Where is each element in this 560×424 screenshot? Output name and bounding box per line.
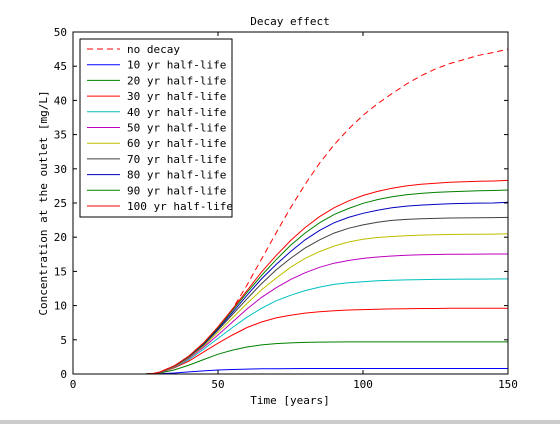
y-tick-label: 5 xyxy=(60,334,67,347)
series-line-no-decay xyxy=(73,48,509,375)
x-tick-label: 0 xyxy=(70,378,77,391)
y-tick-label: 50 xyxy=(54,26,67,39)
y-tick-label: 10 xyxy=(54,300,67,313)
x-axis: 0 50 100 150 xyxy=(70,32,518,391)
y-axis-label: Concentration at the outlet [mg/L] xyxy=(37,90,50,315)
legend-label-60-yr-half-life: 60 yr half-life xyxy=(127,137,226,150)
y-tick-label: 45 xyxy=(54,60,67,73)
legend-label-100-yr-half-life: 100 yr half-life xyxy=(127,200,233,213)
legend-label-30-yr-half-life: 30 yr half-life xyxy=(127,90,226,103)
series-line-100-yr-half-life xyxy=(73,179,509,375)
legend-label-40-yr-half-life: 40 yr half-life xyxy=(127,106,226,119)
legend-label-70-yr-half-life: 70 yr half-life xyxy=(127,153,226,166)
y-axis: 0 5 10 15 20 25 30 35 40 45 50 xyxy=(54,26,508,381)
y-tick-label: 0 xyxy=(60,368,67,381)
x-tick-label: 50 xyxy=(211,378,224,391)
legend-label-10-yr-half-life: 10 yr half-life xyxy=(127,59,226,72)
y-tick-label: 35 xyxy=(54,129,67,142)
y-tick-label: 30 xyxy=(54,163,67,176)
legend-label-50-yr-half-life: 50 yr half-life xyxy=(127,122,226,135)
legend-label-80-yr-half-life: 80 yr half-life xyxy=(127,169,226,182)
y-tick-label: 15 xyxy=(54,265,67,278)
legend: no decay 10 yr half-life 20 yr half-life 30… xyxy=(79,38,233,218)
chart-title: Decay effect xyxy=(250,15,329,28)
series-layer xyxy=(73,48,509,375)
y-tick-label: 20 xyxy=(54,231,67,244)
y-tick-label: 40 xyxy=(54,94,67,107)
x-axis-label: Time [years] xyxy=(250,394,329,407)
y-tick-label: 25 xyxy=(54,197,67,210)
legend-label-90-yr-half-life: 90 yr half-life xyxy=(127,184,226,197)
x-tick-label: 100 xyxy=(353,378,373,391)
legend-label-20-yr-half-life: 20 yr half-life xyxy=(127,74,226,87)
legend-label-no-decay: no decay xyxy=(127,43,180,56)
x-tick-label: 150 xyxy=(498,378,518,391)
